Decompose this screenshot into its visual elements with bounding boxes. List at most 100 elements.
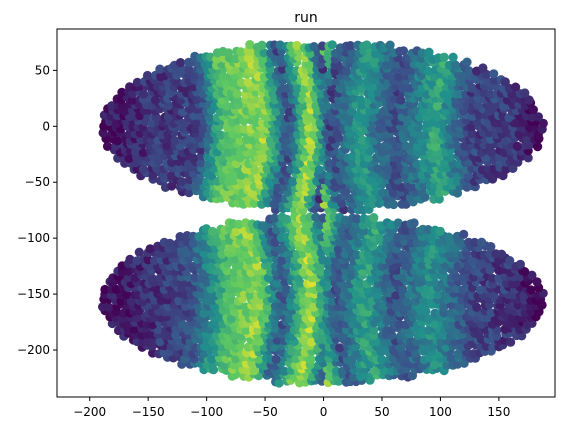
scatter-point — [138, 164, 148, 174]
scatter-point — [271, 354, 281, 364]
scatter-point — [419, 296, 429, 306]
scatter-point — [391, 302, 401, 312]
scatter-point — [250, 165, 260, 175]
scatter-point — [523, 135, 533, 145]
scatter-point — [497, 249, 507, 259]
scatter-point — [307, 337, 317, 347]
scatter-point — [512, 141, 523, 151]
scatter-point — [500, 77, 510, 87]
scatter-point — [524, 95, 534, 105]
scatter-point — [486, 242, 496, 252]
y-tick-label: 50 — [35, 63, 50, 77]
scatter-point — [452, 188, 463, 198]
x-tick-label: −200 — [73, 405, 106, 419]
scatter-point — [226, 314, 236, 324]
scatter-point — [104, 302, 114, 312]
scatter-point — [505, 256, 515, 266]
scatter-point — [223, 325, 233, 335]
chart-title: run — [294, 10, 318, 26]
scatter-point — [285, 107, 295, 117]
scatter-point — [446, 353, 456, 363]
scatter-point — [478, 63, 488, 73]
scatter-point — [533, 142, 543, 152]
scatter-point — [327, 308, 337, 318]
points-layer — [98, 40, 548, 388]
scatter-point — [98, 128, 108, 138]
scatter-point — [377, 354, 387, 364]
scatter-point — [315, 118, 325, 128]
scatter-point — [148, 170, 158, 180]
scatter-point — [372, 164, 383, 174]
scatter-point — [301, 313, 311, 324]
scatter-point — [520, 88, 530, 98]
scatter-point — [167, 181, 177, 191]
scatter-point — [506, 337, 516, 347]
scatter-point — [324, 77, 334, 87]
scatter-point — [292, 83, 302, 93]
scatter-point — [462, 57, 472, 67]
scatter-point — [292, 40, 302, 51]
scatter-point — [175, 58, 186, 68]
scatter-point — [142, 70, 153, 81]
scatter-point — [352, 175, 362, 185]
scatter-point — [323, 48, 334, 58]
scatter-point — [245, 40, 255, 50]
scatter-point — [112, 136, 122, 146]
scatter-point — [423, 66, 433, 76]
x-tick-label: 150 — [487, 405, 510, 419]
scatter-point — [292, 129, 303, 140]
scatter-point — [221, 101, 232, 111]
scatter-point — [257, 40, 267, 50]
scatter-point — [208, 226, 218, 237]
scatter-point — [337, 366, 347, 376]
scatter-point — [444, 232, 454, 242]
scatter-point — [207, 354, 217, 364]
x-tick-label: −100 — [190, 405, 223, 419]
y-tick-label: 0 — [42, 119, 50, 133]
scatter-point — [358, 135, 368, 145]
scatter-point — [132, 77, 142, 87]
scatter-point — [439, 302, 449, 312]
scatter-point — [298, 101, 308, 111]
scatter-point — [321, 192, 331, 203]
scatter-point — [164, 101, 174, 111]
scatter-point — [396, 182, 406, 192]
scatter-point — [150, 95, 161, 105]
scatter-point — [306, 354, 316, 364]
scatter-point — [489, 69, 499, 79]
scatter-point — [346, 136, 356, 146]
scatter-point — [240, 124, 250, 134]
scatter-point — [355, 95, 366, 105]
scatter-point — [262, 164, 272, 174]
scatter-point — [424, 47, 434, 57]
scatter-point — [345, 117, 355, 127]
scatter-point — [445, 331, 455, 341]
scatter-point — [177, 107, 187, 117]
scatter-point — [239, 60, 249, 70]
scatter-point — [419, 181, 429, 191]
scatter-point — [258, 153, 268, 163]
scatter-point — [116, 296, 126, 306]
scatter-point — [124, 153, 134, 163]
scatter-point — [385, 40, 395, 50]
scatter-point — [128, 89, 138, 99]
scatter-point — [327, 112, 337, 122]
scatter-point — [401, 199, 411, 209]
scatter-point — [396, 95, 406, 105]
scatter-point — [440, 158, 450, 168]
scatter-point — [327, 40, 337, 50]
scatter-point — [167, 170, 177, 180]
scatter-point — [243, 78, 253, 88]
scatter-point — [407, 182, 417, 192]
scatter-point — [143, 337, 153, 347]
y-tick-label: −100 — [17, 231, 50, 245]
scatter-point — [538, 118, 548, 128]
scatter-point — [189, 153, 199, 163]
scatter-point — [448, 52, 458, 62]
scatter-point — [232, 89, 242, 99]
scatter-point — [510, 82, 521, 92]
scatter-point — [136, 135, 146, 145]
scatter-point — [349, 372, 359, 382]
scatter-point — [268, 89, 278, 99]
